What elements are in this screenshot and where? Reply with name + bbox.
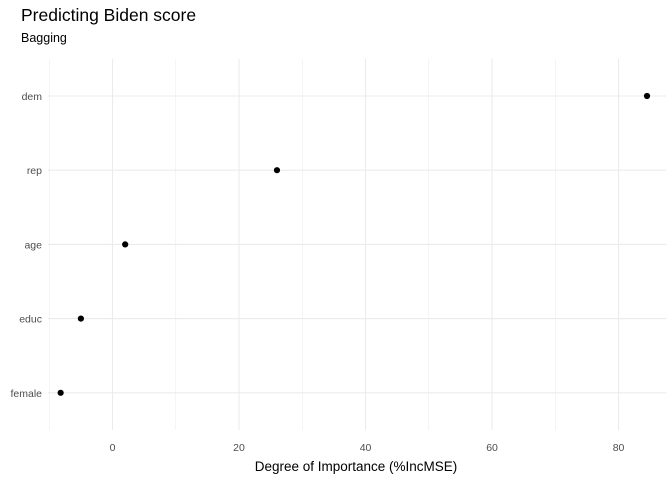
plot-panel	[48, 59, 666, 430]
x-tick-label: 40	[360, 442, 372, 454]
data-point-dem	[643, 92, 651, 100]
x-tick-label: 0	[110, 442, 116, 454]
data-point-rep	[273, 167, 281, 174]
chart-subtitle: Bagging	[21, 31, 67, 45]
x-axis-title: Degree of Importance (%IncMSE)	[255, 459, 458, 474]
data-points	[57, 92, 651, 396]
grid-lines	[48, 59, 666, 430]
y-tick-label-rep: rep	[27, 165, 42, 177]
y-tick-label-age: age	[24, 239, 42, 251]
x-tick-label: 20	[233, 442, 245, 454]
data-point-female	[57, 389, 64, 396]
y-tick-label-educ: educ	[19, 314, 42, 326]
data-point-age	[122, 241, 129, 248]
x-axis: 0 20 40 60 80	[110, 442, 625, 454]
y-tick-label-dem: dem	[22, 91, 43, 103]
data-point-educ	[77, 315, 84, 322]
x-tick-label: 80	[613, 442, 625, 454]
x-tick-label: 60	[486, 442, 498, 454]
chart-title: Predicting Biden score	[21, 5, 196, 25]
y-axis: dem rep age educ female	[10, 91, 42, 400]
y-tick-label-female: female	[10, 388, 42, 400]
